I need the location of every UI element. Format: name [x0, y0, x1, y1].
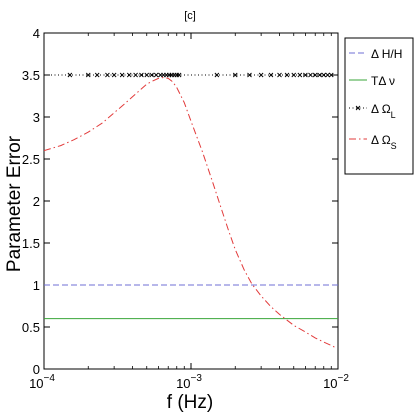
series-marker-3: [133, 72, 138, 78]
marker-stroke: [126, 72, 132, 78]
marker-stroke: [139, 72, 144, 78]
marker-stroke: [85, 72, 91, 78]
marker-stroke: [328, 72, 334, 78]
marker-stroke: [268, 72, 274, 78]
series-marker-3: [144, 72, 150, 78]
y-tick-label: 1.5: [22, 236, 40, 251]
y-tick-label: 3.5: [22, 68, 40, 83]
marker-stroke: [149, 72, 154, 78]
y-tick-label: 3: [33, 110, 40, 125]
series-marker-3: [308, 72, 313, 78]
legend-label-4: Δ ΩS: [371, 133, 397, 151]
series-marker-3: [328, 72, 334, 78]
marker-stroke: [119, 72, 125, 78]
series-marker-3: [139, 72, 144, 78]
marker-stroke: [111, 72, 117, 78]
chart-title: [c]: [184, 10, 196, 22]
series-marker-3: [297, 72, 303, 78]
marker-stroke: [312, 72, 318, 78]
legend-label-3: Δ ΩL: [371, 102, 396, 120]
x-tick-label-exponent: −4: [44, 373, 56, 384]
series-marker-3: [312, 72, 318, 78]
legend-box: [344, 37, 414, 175]
x-tick-label: 10−3: [176, 373, 202, 391]
legend-label-subscript: L: [391, 110, 396, 120]
marker-stroke: [325, 72, 330, 78]
y-tick-label: 2.5: [22, 152, 40, 167]
x-tick-label: 10−4: [29, 373, 55, 391]
marker-stroke: [105, 72, 110, 78]
series-marker-3: [268, 72, 274, 78]
legend-label-main: Δ Ω: [371, 102, 391, 116]
legend-label-main: TΔ ν: [371, 74, 395, 88]
marker-stroke: [67, 72, 73, 78]
legend-label-2: TΔ ν: [371, 74, 395, 88]
marker-stroke: [94, 72, 100, 78]
marker-stroke: [153, 72, 159, 78]
series-marker-3: [232, 72, 238, 78]
plot-area: 10−4 10−3 10−200.511.522.533.54: [22, 26, 349, 391]
series-marker-3: [149, 72, 154, 78]
legend: Δ H/HTΔ νΔ ΩLΔ ΩS: [344, 37, 414, 175]
series-marker-3: [119, 72, 125, 78]
marker-stroke: [176, 72, 182, 78]
legend-label-main: Δ Ω: [371, 133, 391, 147]
legend-marker: [355, 105, 361, 111]
series-marker-3: [303, 72, 308, 78]
series-marker-3: [176, 72, 182, 78]
x-axis-label: f (Hz): [167, 392, 213, 413]
marker-stroke: [291, 72, 297, 78]
x-tick-label-exponent: −2: [338, 373, 350, 384]
legend-label-main: Δ H/H: [371, 47, 402, 61]
series-marker-3: [258, 72, 264, 78]
x-tick-label-base: 10: [323, 376, 337, 391]
x-tick-label-exponent: −3: [191, 373, 203, 384]
marker-stroke: [321, 72, 327, 78]
marker-stroke: [214, 72, 220, 78]
series-marker-3: [111, 72, 117, 78]
marker-stroke: [247, 72, 252, 78]
series-marker-3: [105, 72, 110, 78]
series-marker-3: [277, 72, 282, 78]
series-marker-3: [126, 72, 132, 78]
y-tick-label: 4: [33, 26, 40, 41]
series-marker-3: [321, 72, 327, 78]
marker-stroke: [133, 72, 138, 78]
series-marker-3: [214, 72, 220, 78]
series-marker-3: [247, 72, 252, 78]
marker-stroke: [277, 72, 282, 78]
y-tick-label: 1: [33, 278, 40, 293]
y-tick-label: 2: [33, 194, 40, 209]
x-tick-label-base: 10: [176, 376, 190, 391]
marker-stroke: [144, 72, 150, 78]
y-tick-label: 0: [33, 362, 40, 377]
series-line-4: [43, 76, 335, 348]
x-tick-label-base: 10: [29, 376, 43, 391]
y-axis-label: Parameter Error: [4, 135, 25, 272]
series-marker-3: [291, 72, 297, 78]
series-marker-3: [325, 72, 330, 78]
marker-stroke: [297, 72, 303, 78]
series-marker-3: [67, 72, 73, 78]
marker-stroke: [303, 72, 308, 78]
marker-stroke: [308, 72, 313, 78]
marker-stroke: [284, 72, 290, 78]
series-marker-3: [284, 72, 290, 78]
series-marker-3: [153, 72, 159, 78]
series-marker-3: [94, 72, 100, 78]
marker-stroke: [232, 72, 238, 78]
y-tick-label: 0.5: [22, 320, 40, 335]
legend-label-subscript: S: [391, 141, 397, 151]
marker-stroke: [317, 72, 322, 78]
x-tick-label: 10−2: [323, 373, 349, 391]
series-marker-3: [85, 72, 91, 78]
legend-label-1: Δ H/H: [371, 47, 402, 61]
series-marker-3: [317, 72, 322, 78]
marker-stroke: [258, 72, 264, 78]
